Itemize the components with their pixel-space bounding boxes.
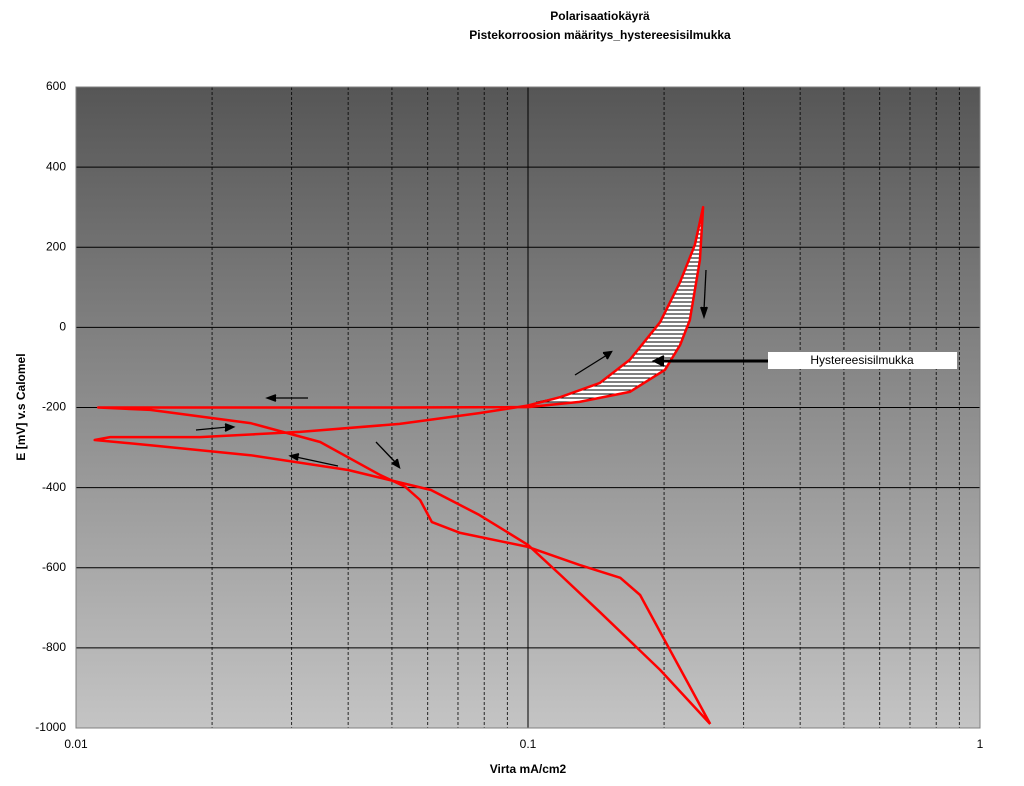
chart-title: Polarisaatiokäyrä bbox=[550, 9, 650, 23]
y-tick-label: 400 bbox=[46, 159, 66, 173]
x-axis-label: Virta mA/cm2 bbox=[490, 762, 567, 776]
x-tick-label: 0.01 bbox=[64, 737, 88, 751]
y-tick-label: -200 bbox=[42, 400, 66, 414]
y-axis-label: E [mV] v.s Calomel bbox=[14, 353, 28, 460]
annotation-box bbox=[768, 352, 957, 369]
data-line bbox=[93, 205, 712, 725]
arrows bbox=[195, 269, 768, 470]
chart-subtitle: Pistekorroosion määritys_hystereesisilmu… bbox=[469, 28, 731, 42]
plot-border bbox=[75, 86, 981, 729]
y-tick-label: -1000 bbox=[35, 720, 66, 734]
y-tick-label: 0 bbox=[59, 320, 66, 334]
x-tick-label: 0.1 bbox=[520, 737, 537, 751]
y-tick-label: 200 bbox=[46, 239, 66, 253]
y-tick-label: -600 bbox=[42, 560, 66, 574]
x-tick-label: 1 bbox=[977, 737, 984, 751]
y-tick-label: -400 bbox=[42, 480, 66, 494]
y-tick-label: -800 bbox=[42, 640, 66, 654]
annotation: Hystereesisilmukka bbox=[810, 353, 914, 367]
y-tick-label: 600 bbox=[46, 79, 66, 93]
